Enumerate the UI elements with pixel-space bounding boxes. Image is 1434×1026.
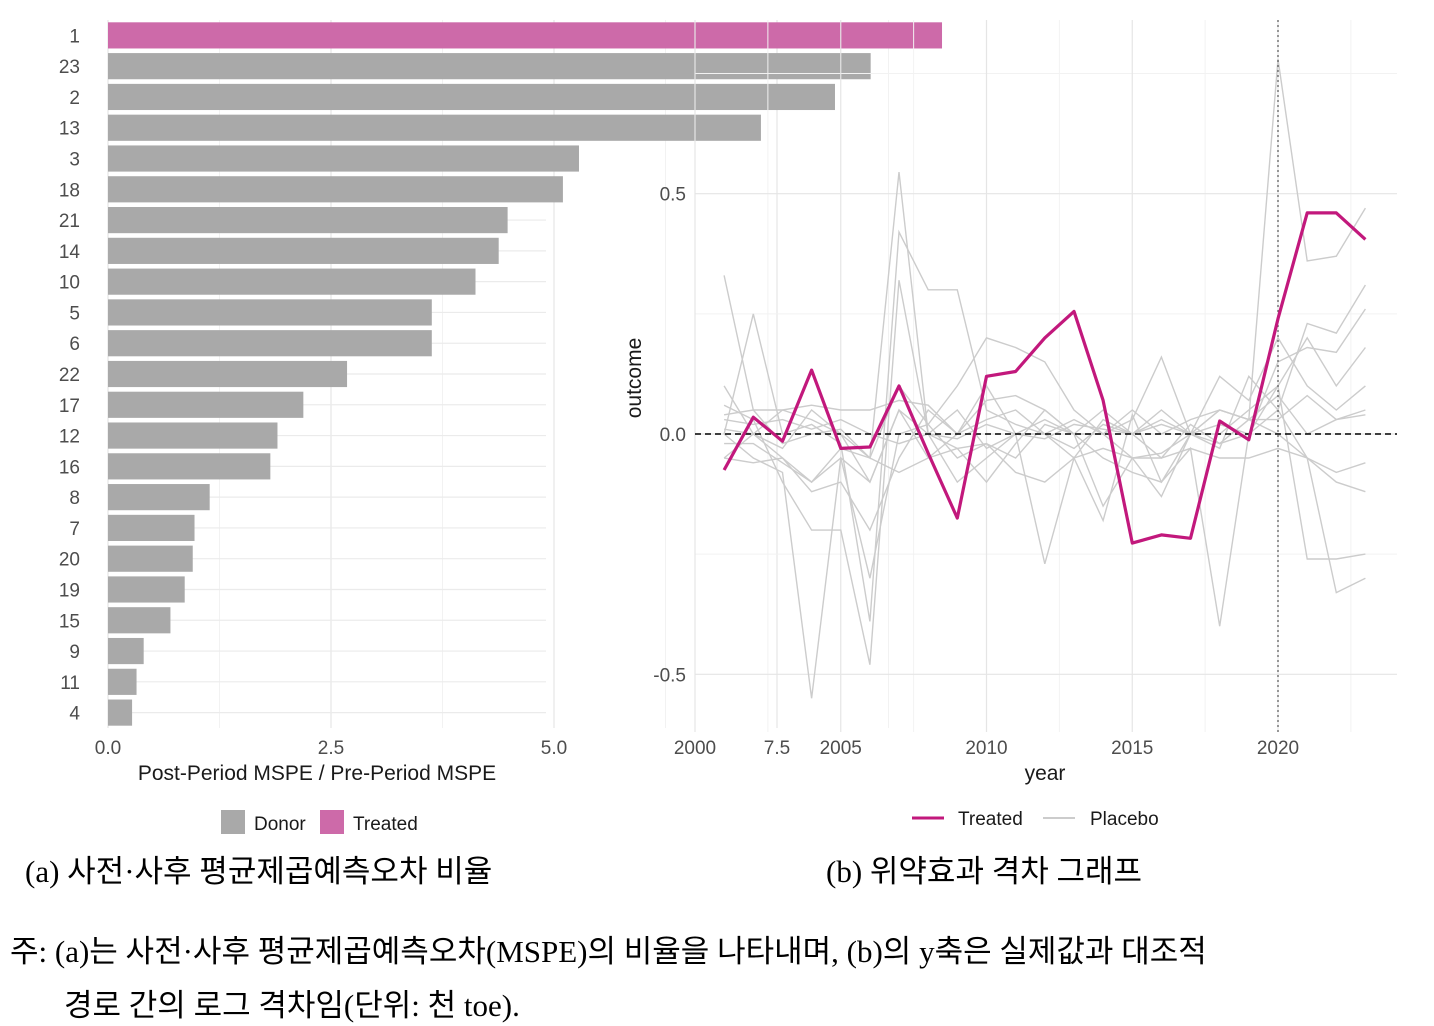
x-tick-label: 2015 — [1111, 738, 1153, 759]
bar — [108, 237, 499, 264]
y-tick-label: 8 — [69, 488, 80, 509]
legend-label-treated: Treated — [353, 814, 418, 835]
y-tick-label: 15 — [59, 611, 80, 632]
legend-swatch-treated — [320, 810, 344, 834]
x-axis-title: year — [1025, 762, 1066, 785]
y-tick-label: 5 — [69, 303, 80, 324]
bar — [108, 422, 278, 449]
legend-swatch-donor — [221, 810, 245, 834]
x-tick-label: 2020 — [1257, 738, 1299, 759]
placebo-line — [723, 442, 1366, 493]
y-tick-label: 22 — [59, 365, 80, 386]
y-tick-label: 18 — [59, 180, 80, 201]
bar — [108, 576, 185, 603]
bar — [108, 699, 133, 726]
placebo-line — [723, 308, 1366, 484]
y-tick-label: 9 — [69, 642, 80, 663]
bar — [108, 53, 871, 80]
y-tick-label: 6 — [69, 334, 80, 355]
placebo-line — [723, 58, 1366, 460]
bar — [108, 514, 195, 541]
x-tick-label: 2000 — [674, 738, 716, 759]
y-tick-label: 4 — [69, 704, 80, 725]
bar — [108, 453, 271, 480]
y-tick-label: 17 — [59, 396, 80, 417]
y-tick-label: 16 — [59, 457, 80, 478]
y-tick-label: 11 — [60, 673, 80, 694]
y-tick-label: 13 — [59, 119, 80, 140]
caption-b: (b) 위약효과 격차 그래프 — [826, 854, 1143, 889]
y-tick-label: 7 — [69, 519, 80, 540]
bar — [108, 207, 508, 234]
bar — [108, 545, 193, 572]
legend-label-placebo: Placebo — [1090, 809, 1159, 830]
y-tick-label: 19 — [59, 580, 80, 601]
bar — [108, 607, 171, 634]
bar-chart-panel: 1 23 2 13 3 18 21 14 10 5 6 22 17 12 16 8 7 20 19 15 9 11 4 0.0… — [59, 20, 943, 835]
y-tick-label: 10 — [59, 273, 80, 294]
x-axis-title: Post-Period MSPE / Pre-Period MSPE — [138, 762, 496, 785]
note-line-1: 주: (a)는 사전·사후 평균제곱예측오차(MSPE)의 비율을 나타내며, … — [10, 934, 1207, 969]
placebo-line — [723, 374, 1366, 594]
treated-line — [722, 211, 1367, 545]
y-tick-label: 1 — [69, 26, 80, 47]
y-tick-label: 12 — [59, 427, 80, 448]
line-chart-panel: -0.5 0.0 0.5 2000 2005 2010 2015 2020 year outcom… — [623, 20, 1397, 830]
legend-label-donor: Donor — [254, 814, 306, 835]
x-tick-label: 7.5 — [764, 738, 790, 759]
note-line-2: 경로 간의 로그 격차임(단위: 천 toe). — [64, 988, 520, 1023]
y-tick-label: 20 — [59, 550, 80, 571]
x-tick-label: 5.0 — [541, 738, 567, 759]
bar — [108, 83, 835, 111]
y-tick-label: 23 — [59, 57, 80, 78]
y-tick-label: 21 — [59, 211, 80, 232]
y-tick-label: -0.5 — [653, 665, 686, 686]
x-tick-label: 0.0 — [95, 738, 121, 759]
y-tick-label: 0.0 — [660, 425, 686, 446]
bar — [108, 391, 304, 418]
bar — [108, 176, 563, 203]
bar — [108, 484, 210, 511]
bar — [108, 268, 476, 295]
bar — [108, 114, 761, 141]
caption-a: (a) 사전·사후 평균제곱예측오차 비율 — [25, 854, 493, 889]
bar — [108, 637, 144, 665]
bar — [108, 145, 579, 172]
x-tick-label: 2.5 — [318, 738, 344, 759]
bar — [108, 330, 432, 357]
y-tick-label: 0.5 — [660, 185, 686, 206]
placebo-line — [723, 280, 1366, 665]
legend-label-treated: Treated — [958, 809, 1023, 830]
y-axis-title: outcome — [623, 338, 646, 419]
bar — [108, 668, 137, 695]
x-tick-label: 2005 — [820, 738, 862, 759]
bar — [108, 22, 943, 49]
y-tick-label: 3 — [69, 150, 80, 171]
placebo-line — [723, 394, 1366, 436]
placebo-line — [724, 409, 1366, 579]
bar — [108, 299, 432, 326]
bar — [108, 360, 348, 388]
y-tick-label: 2 — [69, 88, 80, 109]
x-tick-label: 2010 — [965, 738, 1007, 759]
y-tick-label: 14 — [59, 242, 81, 263]
